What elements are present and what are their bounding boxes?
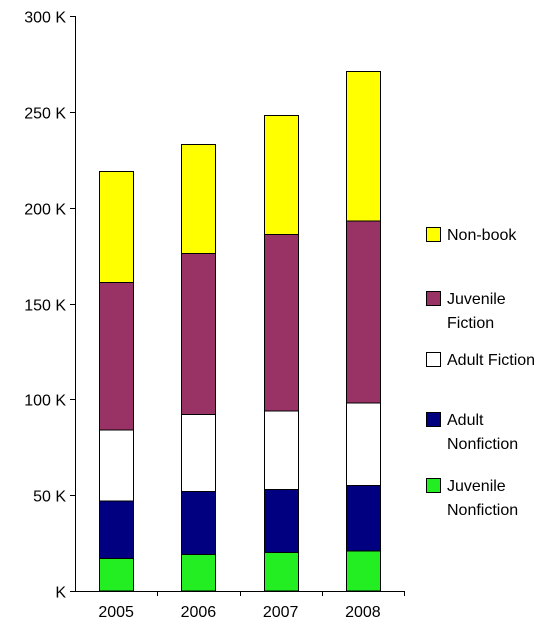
bar-adult-fiction-2006 [181,414,216,492]
bar-adult-nonfiction-2006 [181,490,216,556]
legend-item-juvenile-fiction: Juvenile Fiction [426,291,506,332]
y-tick-label-250-k: 250 K [24,106,66,123]
y-tick-label-200-k: 200 K [24,202,66,219]
bar-juvenile-nonfiction-2005 [99,557,134,592]
x-tick-label-2005: 2005 [98,604,134,621]
legend-label-juvenile-nonfiction: Juvenile [447,478,506,495]
x-tick-label-2008: 2008 [345,604,381,621]
bar-adult-fiction-2005 [99,429,134,502]
x-tick-label-2006: 2006 [181,604,217,621]
legend-label-non-book: Non-book [447,227,517,244]
bar-juvenile-fiction-2008 [346,220,381,404]
legend-label-adult-fiction: Adult Fiction [447,352,535,369]
bar-juvenile-fiction-2005 [99,281,134,431]
legend-item-non-book: Non-book [426,227,517,244]
legend-label-adult-nonfiction: Adult [447,412,484,429]
bar-adult-nonfiction-2008 [346,485,381,552]
legend-label-juvenile-fiction: Fiction [447,315,494,332]
legend-swatch-adult-nonfiction [426,412,441,427]
y-tick-label-50-k: 50 K [33,489,66,506]
y-tick-label-k: K [55,585,66,602]
legend-swatch-juvenile-fiction [426,291,441,306]
legend-swatch-non-book [426,227,441,242]
y-tick-label-300-k: 300 K [24,10,66,27]
legend: Non-book Juvenile Fiction Adult Fiction Adul… [426,227,535,519]
bar-adult-nonfiction-2007 [264,488,299,554]
legend-label-adult-nonfiction: Nonfiction [447,436,518,453]
bar-non-book-2005 [99,170,134,283]
legend-label-juvenile-fiction: Juvenile [447,291,506,308]
legend-item-juvenile-nonfiction: Juvenile Nonfiction [426,478,518,519]
bar-juvenile-fiction-2006 [181,253,216,416]
y-tick-label-100-k: 100 K [24,393,66,410]
legend-item-adult-nonfiction: Adult Nonfiction [426,412,518,453]
bar-adult-nonfiction-2005 [99,500,134,559]
legend-swatch-juvenile-nonfiction [426,478,441,493]
legend-item-adult-fiction: Adult Fiction [426,352,535,369]
bar-non-book-2006 [181,143,216,255]
bar-juvenile-nonfiction-2006 [181,554,216,592]
bars-layer [99,71,381,592]
legend-swatch-adult-fiction [426,352,441,367]
bar-adult-fiction-2007 [264,410,299,490]
axes-layer: 2005 2006 2007 2008 K 50 K 100 K 150 K 200 K 250 … [24,10,405,621]
bar-non-book-2007 [264,115,299,235]
bar-juvenile-nonfiction-2008 [346,550,381,592]
bar-juvenile-fiction-2007 [264,234,299,412]
x-tick-label-2007: 2007 [263,604,299,621]
bar-adult-fiction-2008 [346,402,381,487]
bar-juvenile-nonfiction-2007 [264,552,299,592]
y-tick-label-150-k: 150 K [24,298,66,315]
legend-label-juvenile-nonfiction: Nonfiction [447,502,518,519]
bar-non-book-2008 [346,71,381,222]
